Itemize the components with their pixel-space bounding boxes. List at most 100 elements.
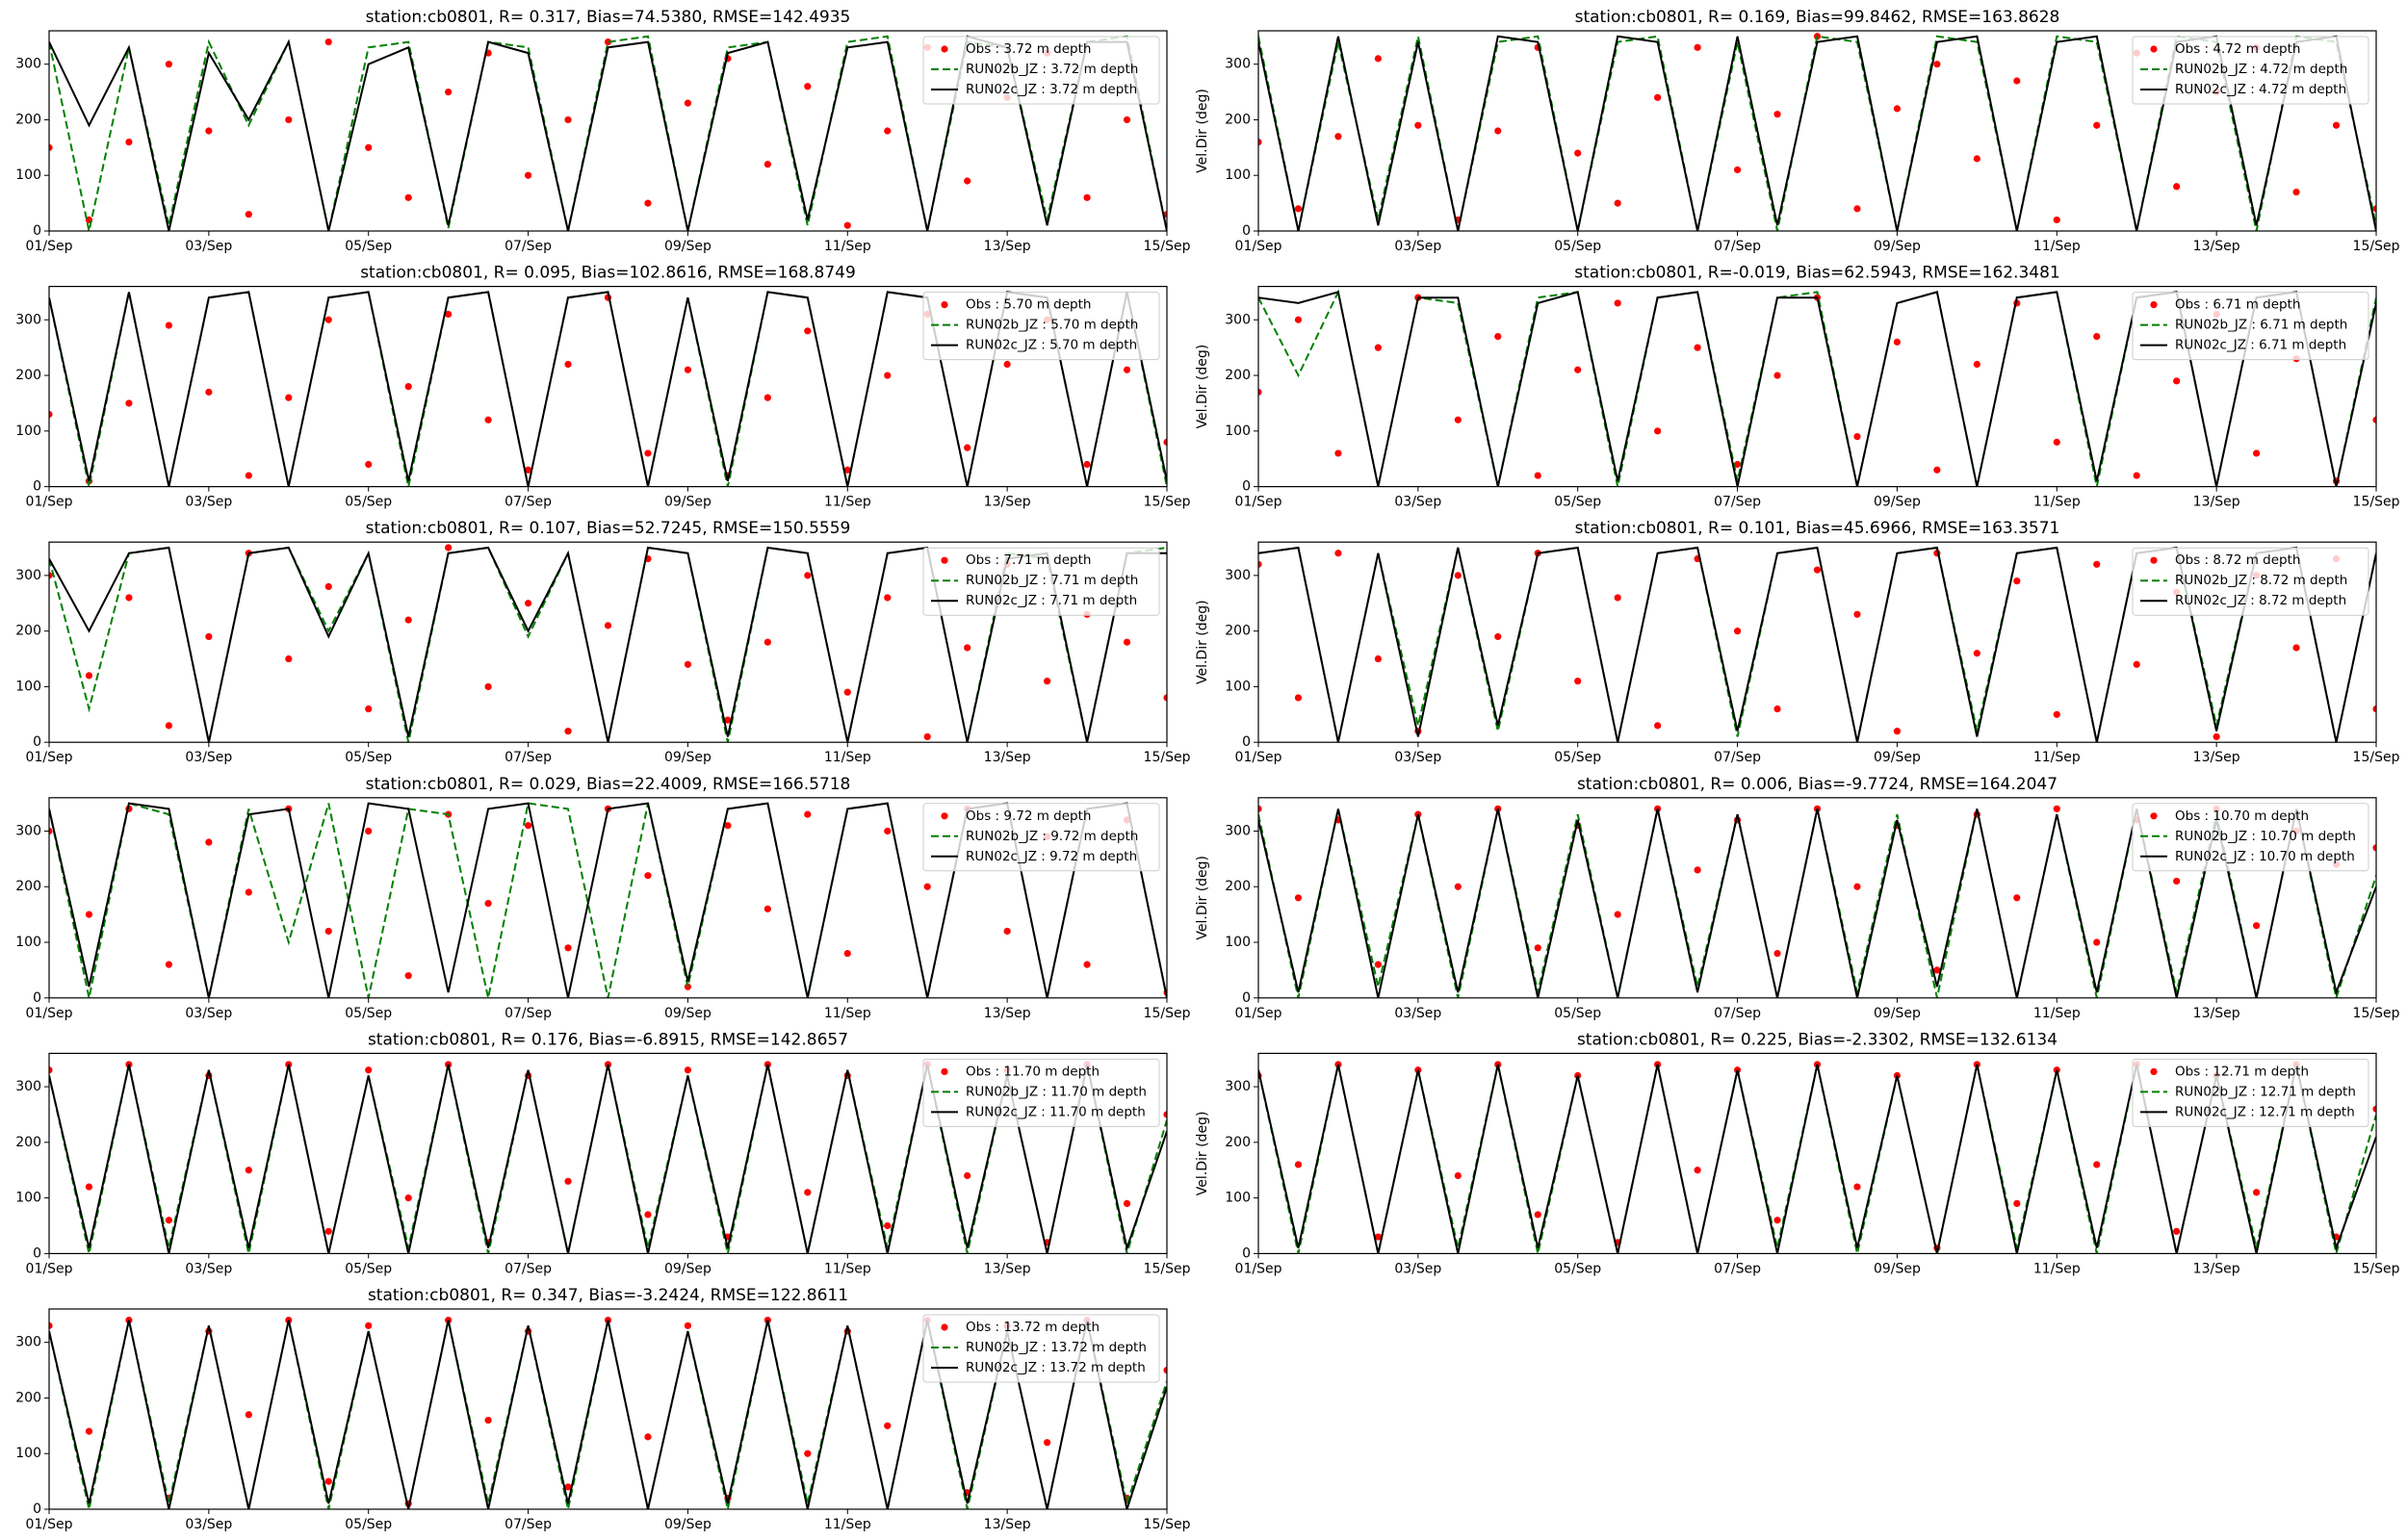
obs-point [2093,938,2101,946]
x-tick-label: 07/Sep [1714,1261,1761,1276]
obs-point [764,394,771,401]
obs-point [644,199,652,207]
axes-frame [1257,541,2377,743]
obs-point [1534,472,1541,479]
obs-point [49,143,53,151]
subplot-title: station:cb0801, R= 0.225, Bias=-2.3302, … [1577,1030,2058,1049]
obs-point [1123,366,1131,373]
x-tick-label: 09/Sep [664,1006,712,1021]
obs-point [2133,660,2140,668]
subplot: station:cb0801, R= 0.101, Bias=45.6966, … [1195,519,2400,765]
obs-point [2093,121,2101,129]
x-tick-label: 01/Sep [1235,495,1282,510]
obs-point [524,466,532,474]
legend-label: Obs : 4.72 m depth [2175,41,2300,57]
obs-point [884,594,892,602]
legend-label: RUN02c_JZ : 6.71 m depth [2175,338,2346,353]
y-tick-label: 200 [15,1390,41,1405]
obs-point [1294,1161,1303,1168]
x-tick-label: 07/Sep [505,1006,552,1021]
axes-frame [48,286,1168,488]
y-tick-label: 0 [33,990,41,1006]
obs-point [1044,678,1051,685]
obs-point [1163,694,1167,702]
model-line [1258,1064,2376,1254]
obs-point [684,1066,692,1074]
obs-point [1654,427,1662,435]
legend-label: Obs : 13.72 m depth [966,1320,1100,1335]
x-tick-label: 05/Sep [345,750,392,765]
x-tick-label: 07/Sep [505,239,552,254]
obs-point [85,911,93,918]
obs-point [1003,360,1011,369]
obs-point [2372,844,2376,852]
x-tick-label: 11/Sep [824,239,871,254]
y-axis-label: Vel.Dir (deg) [1195,600,1210,684]
legend-box [2132,36,2369,105]
obs-point [1083,193,1091,201]
x-tick-label: 11/Sep [824,1006,871,1021]
y-tick-label: 300 [1225,568,1251,583]
x-tick-label: 05/Sep [345,1261,392,1276]
obs-point [445,310,453,319]
y-tick-label: 100 [15,679,41,694]
x-tick-label: 01/Sep [26,1517,73,1532]
obs-point [1694,344,1701,351]
x-tick-label: 13/Sep [984,750,1031,765]
y-tick-label: 200 [15,1135,41,1150]
obs-point [365,827,373,835]
subplot: station:cb0801, R= 0.225, Bias=-2.3302, … [1195,1030,2400,1276]
obs-point [2053,216,2060,224]
model-line [1258,808,2376,998]
obs-point [285,654,293,663]
obs-point [764,905,771,912]
obs-point [644,449,652,457]
x-tick-label: 01/Sep [26,495,73,510]
y-axis-label: Vel.Dir (deg) [1195,1112,1210,1196]
legend-label: RUN02b_JZ : 9.72 m depth [966,829,1138,844]
y-axis-label: Vel.Dir (deg) [1195,856,1210,940]
obs-point [1163,438,1167,446]
obs-point [1574,149,1582,157]
legend-box [2132,803,2369,872]
obs-point [1733,460,1742,469]
obs-point [644,872,652,880]
subplot-title: station:cb0801, R= 0.101, Bias=45.6966, … [1575,519,2060,538]
obs-point [1773,705,1781,713]
legend-box [922,803,1160,872]
subplot-title: station:cb0801, R=-0.019, Bias=62.5943, … [1574,264,2060,283]
y-tick-label: 200 [15,879,41,894]
y-tick-label: 100 [15,1446,41,1461]
subplot: station:cb0801, R= 0.317, Bias=74.5380, … [15,8,1190,254]
y-tick-label: 100 [15,167,41,183]
obs-point [644,1211,652,1219]
legend-label: RUN02c_JZ : 11.70 m depth [966,1104,1146,1119]
plot-area [49,1061,1167,1254]
obs-point [1083,961,1091,968]
obs-point [884,1422,892,1429]
legend-marker [941,45,948,53]
obs-point [1258,560,1262,568]
obs-point [205,388,213,396]
axes-frame [48,541,1168,743]
obs-point [1454,572,1462,579]
subplot: station:cb0801, R= 0.347, Bias=-3.2424, … [15,1286,1190,1532]
legend-marker [941,1067,948,1075]
obs-point [684,660,692,668]
y-tick-label: 0 [1242,734,1251,750]
x-tick-label: 03/Sep [185,1006,232,1021]
x-tick-label: 07/Sep [1714,239,1761,254]
x-tick-label: 15/Sep [2353,750,2400,765]
obs-point [324,1227,332,1235]
obs-point [1003,927,1011,936]
obs-point [524,171,532,179]
x-tick-label: 03/Sep [1394,1261,1441,1276]
obs-point [165,961,172,968]
obs-point [2173,183,2181,191]
legend-label: Obs : 3.72 m depth [966,41,1091,57]
obs-point [2053,710,2060,718]
x-tick-label: 05/Sep [345,495,392,510]
obs-point [884,127,892,135]
subplot: station:cb0801, R= 0.169, Bias=99.8462, … [1195,8,2400,254]
legend-label: RUN02c_JZ : 10.70 m depth [2175,849,2355,864]
